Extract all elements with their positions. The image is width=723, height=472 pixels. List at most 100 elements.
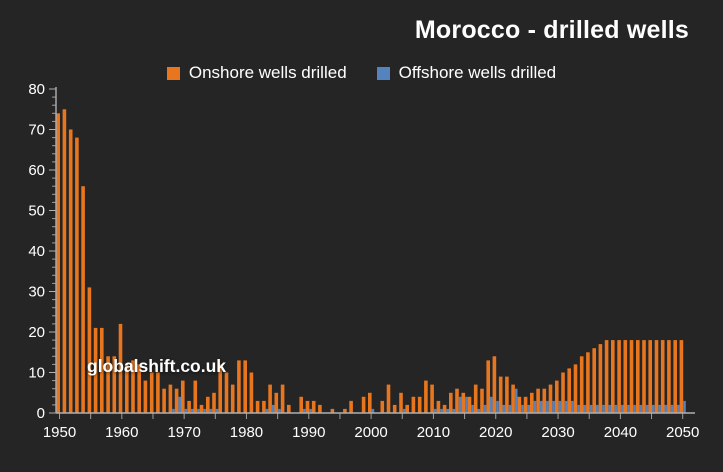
offshore-bar <box>683 400 686 413</box>
offshore-bar <box>172 408 175 413</box>
offshore-bar <box>490 396 493 413</box>
offshore-bar <box>465 396 468 413</box>
onshore-bar <box>199 404 204 413</box>
offshore-bar <box>645 404 649 413</box>
y-axis-label: 40 <box>28 243 45 260</box>
offshore-bar <box>571 400 574 413</box>
onshore-bar <box>361 396 366 413</box>
onshore-bar <box>224 372 229 413</box>
onshore-bar <box>511 384 515 413</box>
onshore-bar <box>230 384 235 413</box>
onshore-bar <box>660 340 665 413</box>
onshore-bar <box>68 129 73 413</box>
offshore-bar <box>458 396 462 413</box>
onshore-bar <box>555 380 559 413</box>
y-axis-label: 0 <box>37 405 45 422</box>
onshore-bar <box>187 400 191 413</box>
offshore-bar <box>546 400 549 413</box>
onshore-bar <box>411 396 416 413</box>
onshore-bar <box>498 376 503 413</box>
onshore-bar <box>586 352 590 414</box>
offshore-bar <box>271 404 275 413</box>
onshore-bar <box>573 364 578 413</box>
onshore-bar <box>274 392 279 414</box>
offshore-bar <box>278 408 281 413</box>
onshore-bar <box>125 364 129 413</box>
onshore-bar <box>523 396 528 413</box>
onshore-bar <box>56 113 60 414</box>
offshore-bar <box>265 408 269 413</box>
x-axis-label: 1970 <box>167 424 200 441</box>
offshore-bar <box>527 404 530 413</box>
offshore-bar <box>608 404 611 413</box>
offshore-bar <box>583 404 587 413</box>
onshore-bar <box>679 340 684 413</box>
offshore-bar <box>539 400 543 413</box>
offshore-bar <box>209 408 213 413</box>
onshore-bar <box>517 396 522 413</box>
onshore-bar <box>206 396 210 413</box>
offshore-bar <box>521 404 524 413</box>
offshore-bar <box>564 400 568 413</box>
onshore-bar <box>592 348 596 413</box>
onshore-bar <box>131 360 135 413</box>
onshore-bar <box>287 404 291 413</box>
onshore-bar <box>168 384 173 413</box>
onshore-bar <box>237 360 241 413</box>
onshore-bar <box>62 109 67 414</box>
offshore-bar <box>552 400 555 413</box>
offshore-bar <box>309 408 312 413</box>
offshore-bar <box>471 404 474 413</box>
onshore-bar <box>299 396 303 413</box>
onshore-bar <box>548 384 553 413</box>
onshore-bar <box>106 356 110 413</box>
onshore-bar <box>280 384 285 413</box>
onshore-bar <box>349 400 353 413</box>
onshore-bar <box>623 340 628 413</box>
offshore-bar <box>627 404 630 413</box>
y-axis-label: 50 <box>28 203 45 220</box>
onshore-bar <box>318 404 322 413</box>
onshore-bar <box>87 287 92 413</box>
onshore-bar <box>330 408 335 413</box>
offshore-bar <box>614 404 618 413</box>
onshore-bar <box>368 392 372 414</box>
onshore-bar <box>654 340 659 413</box>
onshore-swatch-icon <box>166 66 180 80</box>
offshore-bar <box>502 404 506 413</box>
onshore-bar <box>93 327 98 413</box>
onshore-bar <box>642 340 646 413</box>
onshore-bar <box>255 400 260 413</box>
onshore-bar <box>218 364 222 413</box>
offshore-bar <box>514 388 518 413</box>
onshore-bar <box>149 372 154 413</box>
onshore-bar <box>561 372 565 413</box>
offshore-bar <box>677 404 680 413</box>
offshore-bar <box>602 404 605 413</box>
offshore-bar <box>178 396 181 413</box>
x-axis-label: 2030 <box>541 424 574 441</box>
onshore-bar <box>486 360 490 413</box>
offshore-bar <box>477 408 481 413</box>
onshore-bar <box>455 388 459 413</box>
legend-label-onshore: Onshore wells drilled <box>188 63 347 82</box>
watermark: globalshift.co.uk <box>87 356 227 376</box>
offshore-bar <box>652 404 655 413</box>
onshore-bar <box>579 356 584 413</box>
onshore-bar <box>162 388 166 413</box>
onshore-bar <box>118 323 123 413</box>
onshore-bar <box>461 392 466 414</box>
offshore-bar <box>639 404 643 413</box>
x-axis-label: 2040 <box>604 424 637 441</box>
offshore-bar <box>402 408 406 413</box>
offshore-bar <box>197 408 200 413</box>
onshore-bar <box>598 344 603 413</box>
onshore-bar <box>311 400 316 413</box>
offshore-bar <box>508 404 512 413</box>
onshore-bar <box>530 392 534 414</box>
legend-item-onshore: Onshore wells drilled <box>166 63 347 83</box>
onshore-bar <box>386 384 391 413</box>
y-axis-label: 10 <box>28 365 45 382</box>
offshore-bar <box>303 408 306 413</box>
